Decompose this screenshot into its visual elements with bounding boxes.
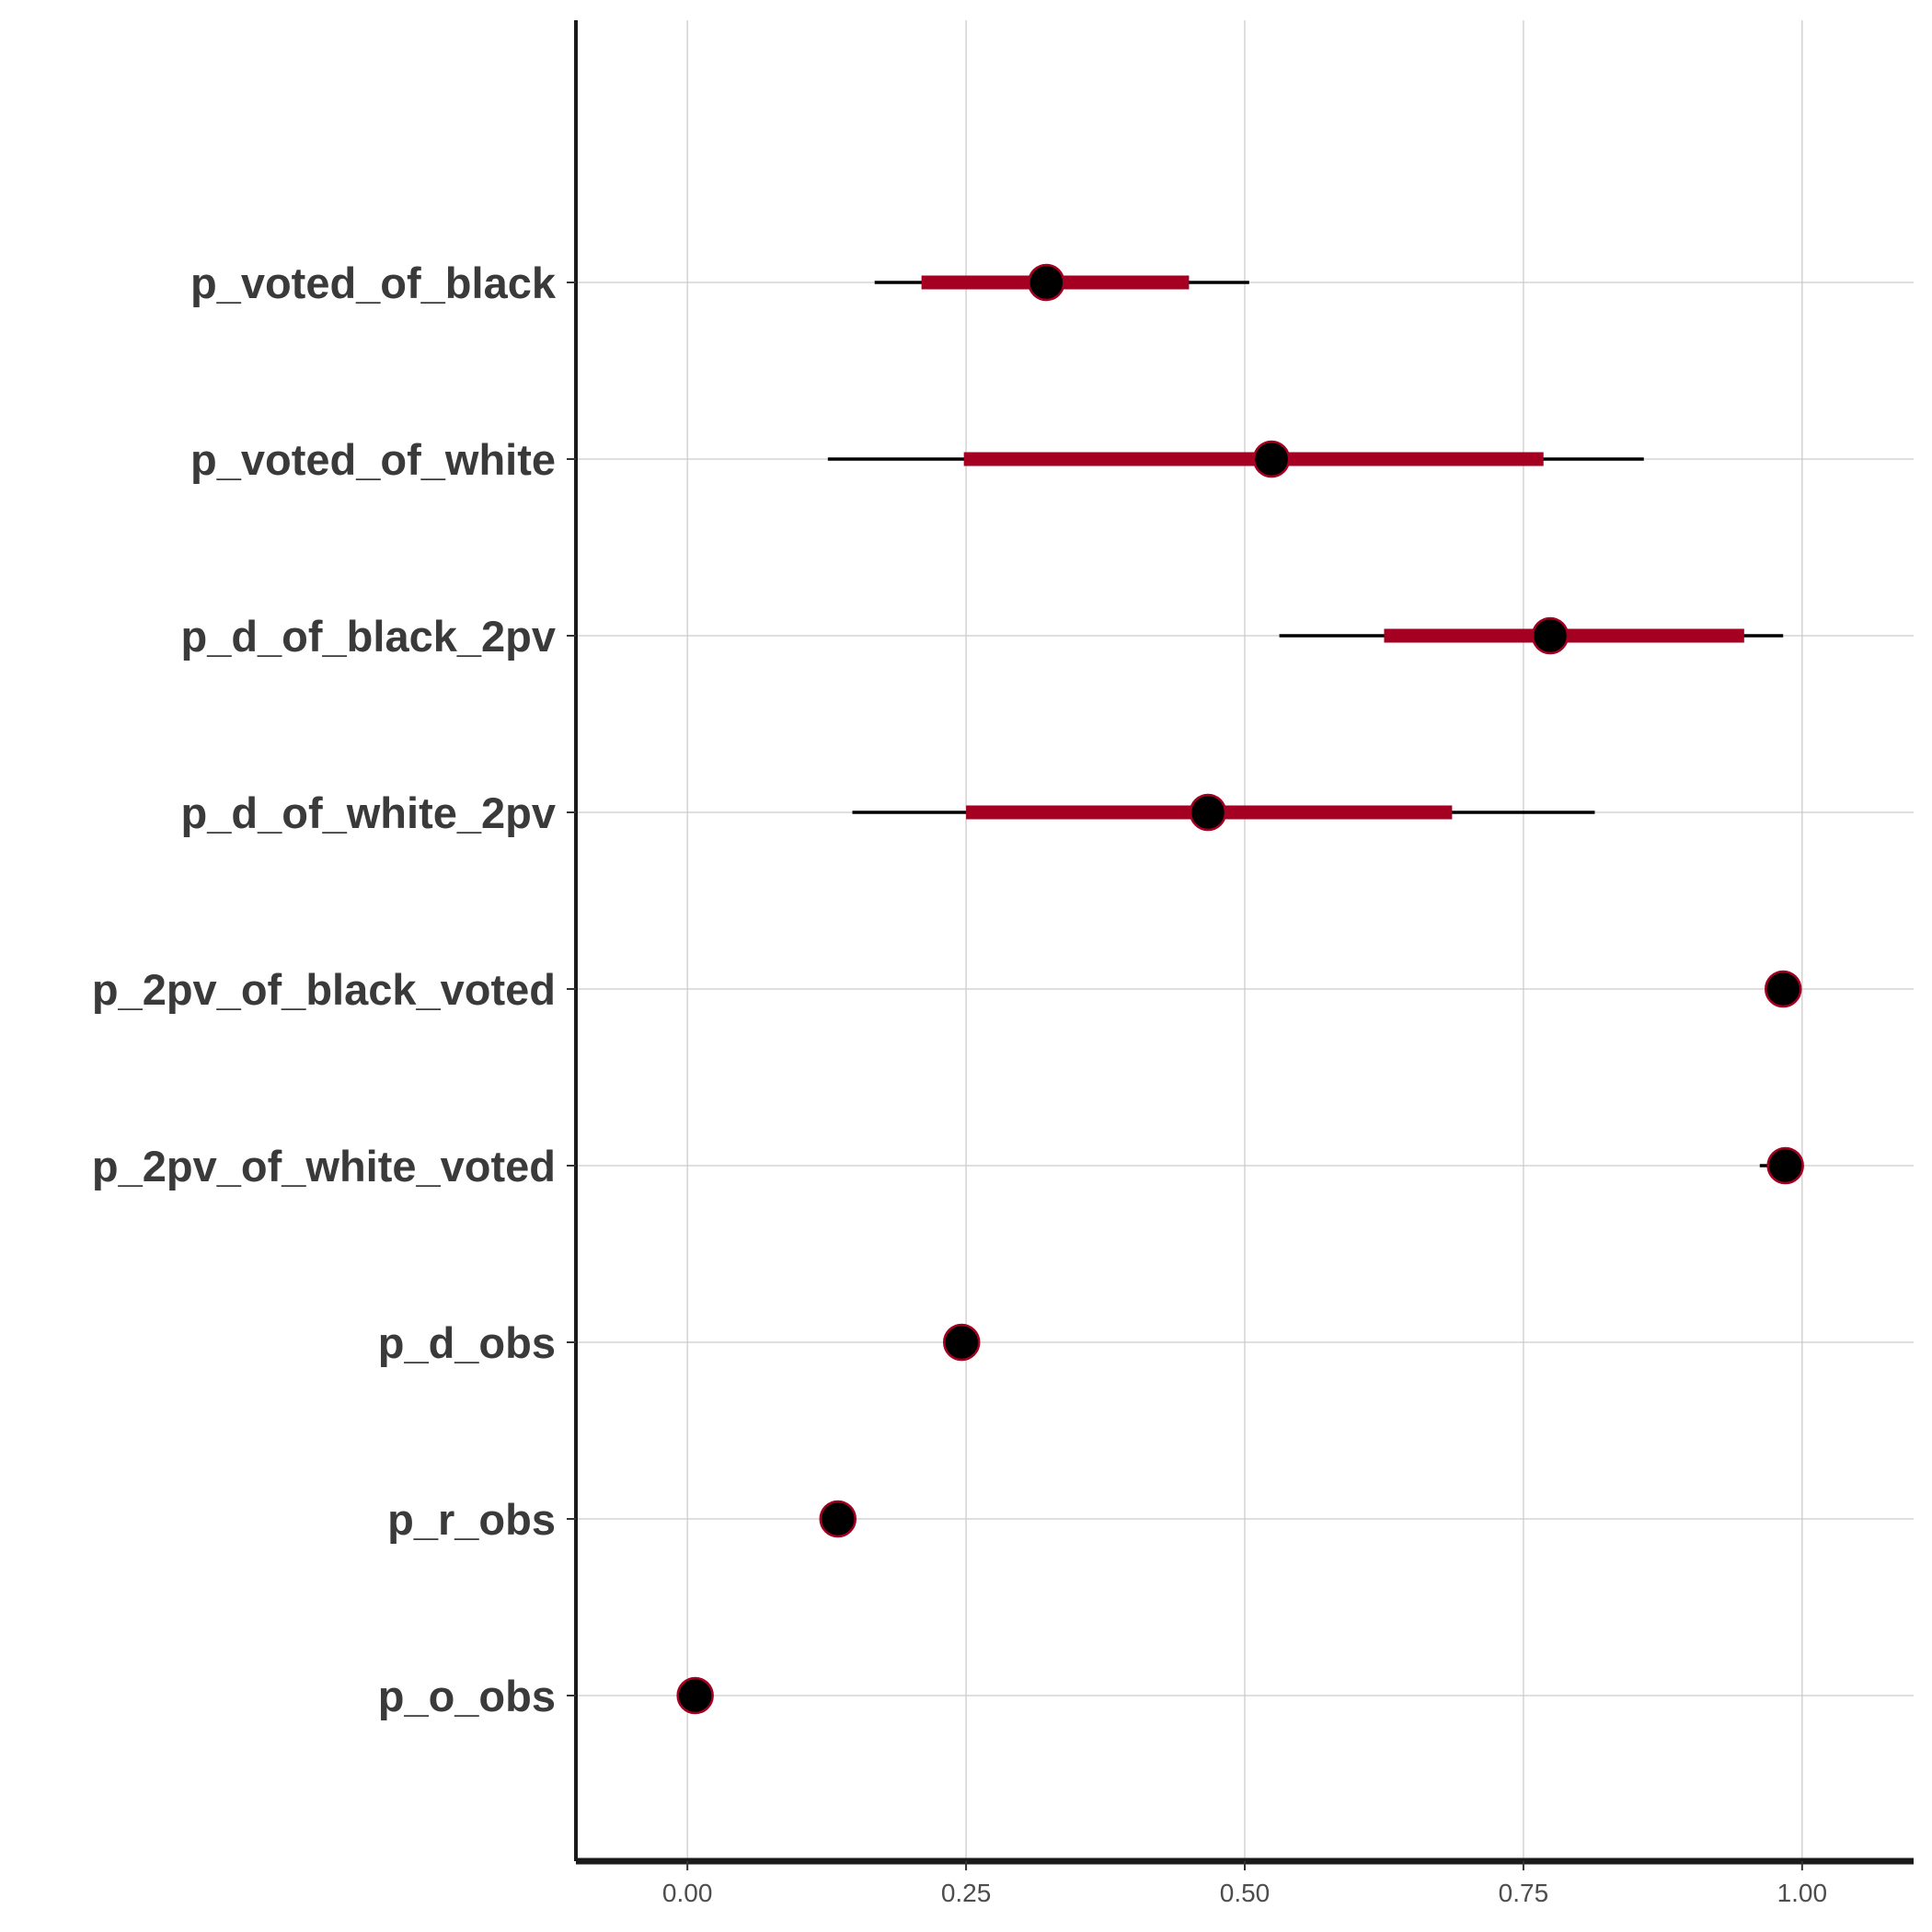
x-tick-label: 1.00	[1777, 1879, 1828, 1907]
point-estimate	[1531, 616, 1570, 655]
x-axis-ticks: 0.00 0.25 0.50 0.75 1.00	[662, 1861, 1827, 1907]
point-estimate	[1028, 263, 1065, 302]
y-tick-label: p_d_of_white_2pv	[181, 788, 556, 837]
point-estimate	[1764, 970, 1802, 1008]
x-tick-label: 0.00	[662, 1879, 713, 1907]
x-tick-label: 0.75	[1499, 1879, 1549, 1907]
outer-intervals	[827, 281, 1797, 1167]
x-tick-label: 0.25	[941, 1879, 992, 1907]
x-tick-label: 0.50	[1220, 1879, 1271, 1907]
y-tick-label: p_r_obs	[387, 1495, 556, 1544]
y-tick-label: p_d_obs	[378, 1318, 556, 1367]
point-estimate	[676, 1676, 714, 1715]
y-tick-label: p_2pv_of_white_voted	[92, 1142, 556, 1190]
point-estimates	[676, 263, 1804, 1715]
vertical-gridlines	[686, 20, 1803, 1861]
inner-intervals	[921, 275, 1744, 820]
y-tick-label: p_o_obs	[378, 1672, 556, 1720]
y-tick-label: p_voted_of_black	[190, 259, 557, 307]
y-tick-label: p_d_of_black_2pv	[180, 612, 556, 661]
point-estimate	[819, 1500, 857, 1538]
point-estimate	[1766, 1146, 1804, 1185]
y-tick-label: p_2pv_of_black_voted	[92, 965, 556, 1014]
point-estimate	[942, 1323, 981, 1362]
point-estimate	[1252, 440, 1291, 478]
y-axis-ticks: p_voted_of_black p_voted_of_white p_d_of_b…	[92, 259, 576, 1720]
y-tick-label: p_voted_of_white	[190, 435, 556, 484]
point-estimate	[1189, 793, 1227, 832]
